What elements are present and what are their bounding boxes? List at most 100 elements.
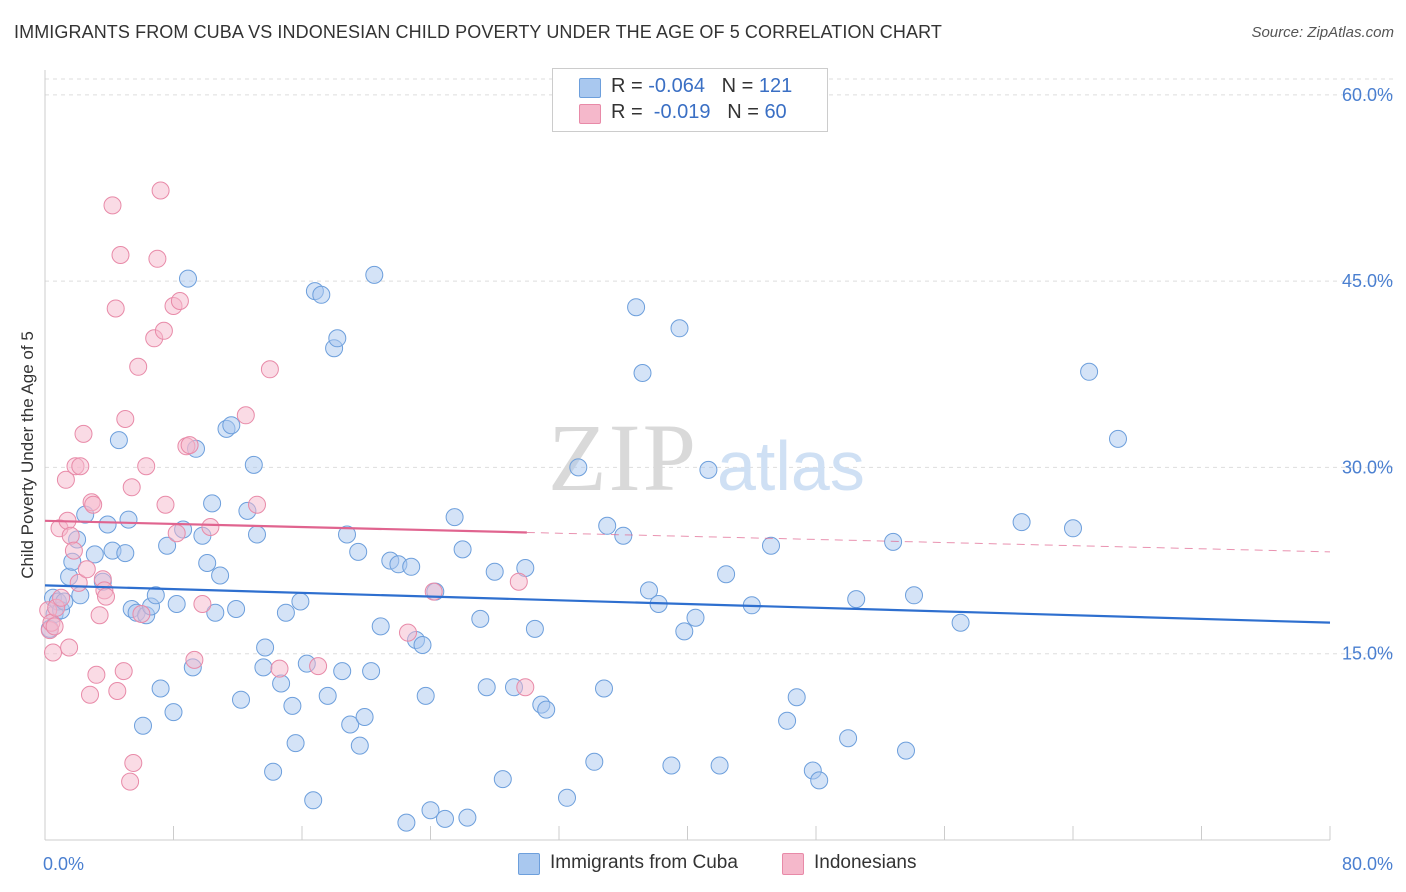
point-cuba-44 bbox=[254, 658, 273, 677]
watermark-atlas: atlas bbox=[717, 427, 865, 505]
point-cuba-65 bbox=[362, 662, 381, 681]
series-cuba-points bbox=[40, 265, 1127, 832]
point-indonesians-40 bbox=[151, 181, 170, 200]
point-indonesians-7 bbox=[52, 588, 71, 607]
point-cuba-56 bbox=[318, 686, 337, 705]
legend-row-cuba: R = -0.064 N = 121 bbox=[611, 75, 793, 97]
point-cuba-27 bbox=[167, 595, 186, 613]
point-cuba-78 bbox=[445, 508, 464, 527]
bottom-legend-label-indonesians: Indonesians bbox=[814, 852, 917, 873]
gridlines bbox=[45, 78, 1395, 655]
point-indonesians-10 bbox=[60, 638, 79, 657]
point-indonesians-58 bbox=[509, 572, 528, 591]
point-cuba-116 bbox=[897, 741, 915, 760]
point-indonesians-18 bbox=[81, 685, 99, 704]
point-indonesians-31 bbox=[116, 410, 135, 428]
point-cuba-34 bbox=[203, 494, 222, 513]
point-cuba-95 bbox=[614, 526, 633, 545]
point-indonesians-35 bbox=[129, 357, 148, 376]
point-cuba-97 bbox=[633, 364, 652, 382]
point-indonesians-52 bbox=[248, 495, 266, 514]
point-indonesians-42 bbox=[156, 495, 175, 514]
point-indonesians-39 bbox=[148, 249, 167, 268]
point-indonesians-44 bbox=[167, 524, 186, 543]
point-cuba-117 bbox=[905, 586, 923, 605]
point-indonesians-8 bbox=[56, 470, 75, 489]
point-indonesians-17 bbox=[77, 560, 96, 579]
point-cuba-35 bbox=[206, 603, 225, 622]
legend-r-cuba: -0.064 bbox=[648, 75, 705, 97]
point-cuba-101 bbox=[670, 319, 689, 338]
tick-labels: 15.0% 30.0% 45.0% 60.0% 0.0% 80.0% bbox=[43, 85, 1393, 874]
point-cuba-114 bbox=[847, 590, 866, 609]
point-cuba-20 bbox=[134, 716, 152, 735]
point-cuba-47 bbox=[272, 674, 291, 693]
point-cuba-93 bbox=[595, 679, 613, 698]
watermark: ZIP atlas bbox=[548, 404, 865, 511]
x-tick-label-max: 80.0% bbox=[1342, 854, 1393, 874]
legend-n-indonesians: 60 bbox=[764, 101, 787, 123]
point-cuba-87 bbox=[525, 619, 544, 638]
point-indonesians-22 bbox=[90, 606, 109, 625]
point-cuba-70 bbox=[397, 813, 416, 832]
chart-title: IMMIGRANTS FROM CUBA VS INDONESIAN CHILD… bbox=[14, 22, 942, 42]
point-cuba-64 bbox=[355, 708, 374, 726]
point-cuba-51 bbox=[291, 592, 310, 611]
point-cuba-11 bbox=[85, 545, 104, 564]
point-indonesians-3 bbox=[44, 643, 62, 662]
point-cuba-82 bbox=[477, 678, 496, 697]
point-cuba-91 bbox=[569, 458, 588, 477]
point-indonesians-29 bbox=[111, 246, 130, 264]
point-cuba-45 bbox=[256, 638, 275, 657]
legend-row-indonesians: R = -0.019 N = 60 bbox=[611, 101, 787, 123]
point-cuba-59 bbox=[333, 662, 352, 681]
point-cuba-58 bbox=[328, 329, 347, 348]
point-cuba-16 bbox=[116, 544, 135, 563]
point-cuba-55 bbox=[312, 285, 331, 304]
point-cuba-62 bbox=[349, 542, 368, 561]
point-cuba-94 bbox=[598, 516, 617, 535]
point-cuba-92 bbox=[585, 752, 604, 771]
legend-swatch-pink bbox=[579, 104, 601, 124]
trend-lines bbox=[44, 519, 1331, 624]
point-cuba-90 bbox=[558, 788, 576, 807]
point-cuba-53 bbox=[304, 791, 323, 810]
point-cuba-102 bbox=[675, 622, 694, 641]
point-cuba-66 bbox=[365, 265, 384, 284]
trend-line-cuba bbox=[44, 584, 1331, 624]
point-indonesians-54 bbox=[270, 659, 289, 678]
point-cuba-23 bbox=[146, 586, 165, 605]
point-cuba-26 bbox=[164, 703, 183, 722]
point-cuba-113 bbox=[839, 729, 858, 748]
point-indonesians-33 bbox=[122, 478, 141, 497]
point-indonesians-11 bbox=[61, 526, 80, 545]
point-cuba-106 bbox=[717, 565, 736, 584]
series-indonesians-points bbox=[39, 181, 535, 791]
point-cuba-80 bbox=[458, 808, 477, 827]
point-cuba-39 bbox=[227, 600, 246, 618]
point-indonesians-28 bbox=[108, 682, 127, 700]
point-cuba-121 bbox=[1080, 362, 1099, 381]
point-indonesians-36 bbox=[132, 605, 151, 623]
point-cuba-79 bbox=[453, 540, 472, 559]
point-indonesians-27 bbox=[106, 299, 125, 318]
point-cuba-43 bbox=[248, 525, 266, 544]
point-indonesians-50 bbox=[201, 518, 220, 536]
point-cuba-104 bbox=[699, 460, 718, 479]
bottom-legend-swatch-indonesians bbox=[782, 853, 804, 875]
point-indonesians-49 bbox=[193, 595, 212, 613]
point-cuba-74 bbox=[416, 686, 435, 705]
bottom-legend-swatch-cuba bbox=[518, 853, 540, 875]
correlation-legend: R = -0.064 N = 121 R = -0.019 N = 60 bbox=[552, 68, 828, 132]
point-indonesians-51 bbox=[236, 406, 255, 425]
point-cuba-81 bbox=[471, 609, 490, 628]
point-indonesians-59 bbox=[516, 678, 535, 697]
point-indonesians-47 bbox=[180, 436, 199, 455]
trend-line-indonesians-dashed bbox=[526, 531, 1331, 553]
point-cuba-33 bbox=[198, 554, 217, 572]
point-cuba-73 bbox=[413, 636, 432, 654]
point-cuba-109 bbox=[778, 711, 797, 730]
point-cuba-50 bbox=[286, 734, 305, 753]
point-cuba-24 bbox=[151, 679, 170, 698]
